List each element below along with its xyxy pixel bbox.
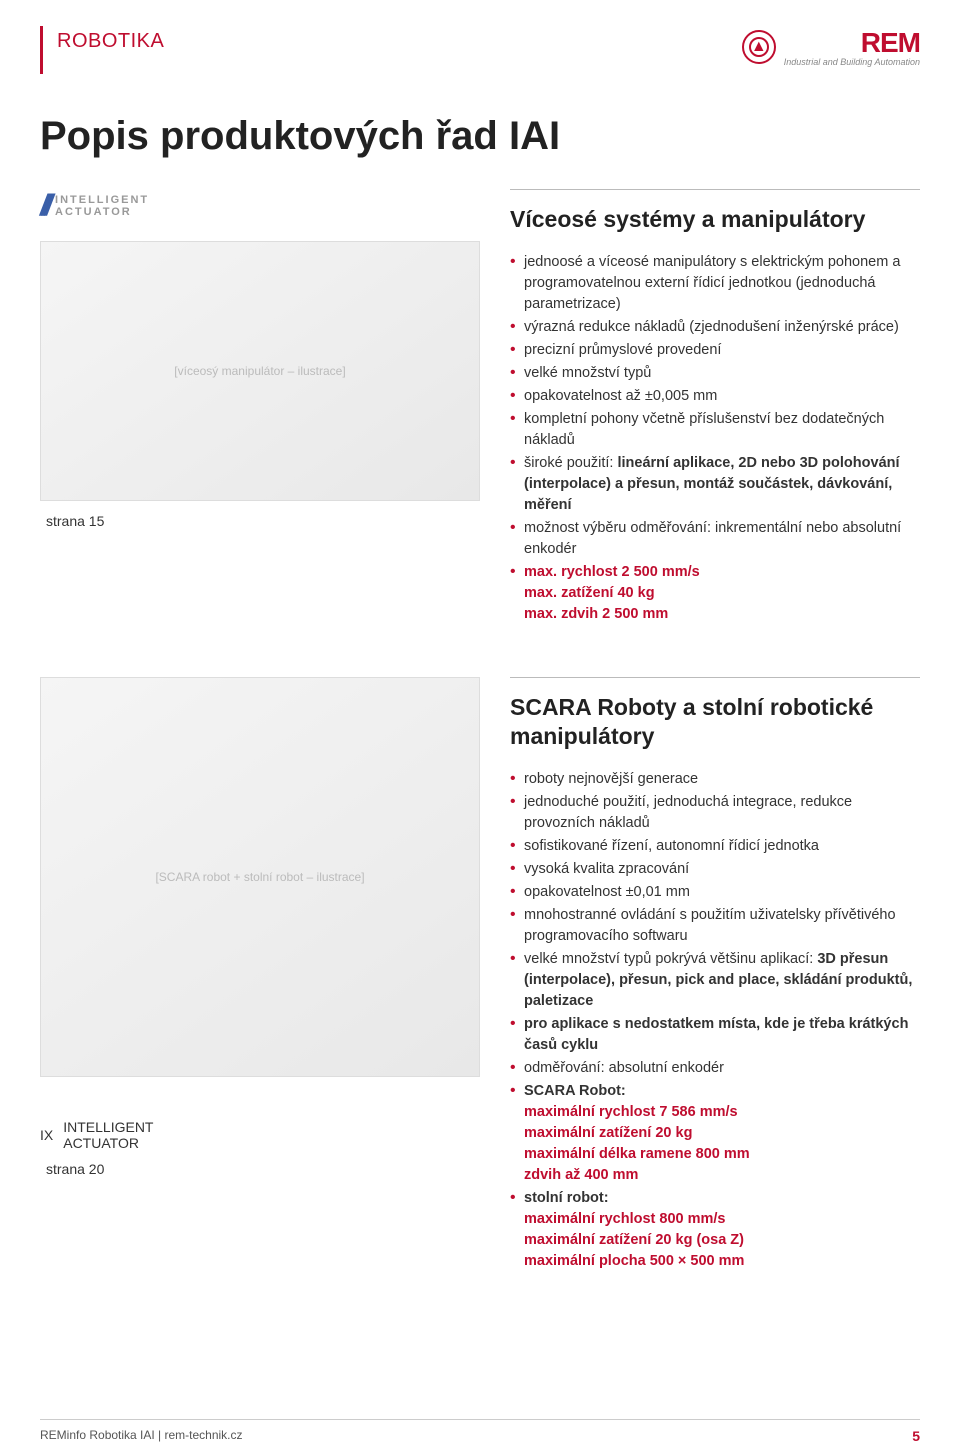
page-header: ROBOTIKA ▲ REM Industrial and Building A… xyxy=(40,30,920,74)
list-item: SCARA Robot:maximální rychlost 7 586 mm/… xyxy=(510,1081,920,1186)
header-left: ROBOTIKA xyxy=(40,30,164,74)
brand-logo-icon: ▲ xyxy=(742,30,776,64)
brand-line2-ix: ACTUATOR xyxy=(63,1135,153,1151)
product-image-scara: [SCARA robot + stolní robot – ilustrace] xyxy=(40,677,480,1077)
list-item-specs: max. rychlost 2 500 mm/smax. zatížení 40… xyxy=(510,562,920,625)
section2-heading: SCARA Roboty a stolní robotické manipulá… xyxy=(510,693,920,751)
list-item: možnost výběru odměřování: inkrementální… xyxy=(510,518,920,560)
list-item: roboty nejnovější generace xyxy=(510,769,920,790)
brand-name: REM xyxy=(861,30,920,55)
brand-line1-ix: INTELLIGENT xyxy=(63,1119,153,1135)
list-item: opakovatelnost ±0,01 mm xyxy=(510,882,920,903)
list-item: opakovatelnost až ±0,005 mm xyxy=(510,386,920,407)
page-number: 5 xyxy=(912,1428,920,1444)
list-item: stolní robot:maximální rychlost 800 mm/s… xyxy=(510,1188,920,1272)
section-multiaxis: /// INTELLIGENT ACTUATOR [víceosý manipu… xyxy=(40,189,920,627)
brand-tagline: Industrial and Building Automation xyxy=(784,57,920,67)
footer-left: REMinfo Robotika IAI | rem-technik.cz xyxy=(40,1428,243,1444)
list-item: precizní průmyslové provedení xyxy=(510,340,920,361)
list-item: jednoduché použití, jednoduchá integrace… xyxy=(510,792,920,834)
brand-line1: INTELLIGENT xyxy=(55,194,149,206)
list-item: odměřování: absolutní enkodér xyxy=(510,1058,920,1079)
list-item: vysoká kvalita zpracování xyxy=(510,859,920,880)
section-label: ROBOTIKA xyxy=(57,30,164,53)
section-scara: [SCARA robot + stolní robot – ilustrace]… xyxy=(40,677,920,1274)
logo-slashes-icon: /// xyxy=(40,189,47,223)
section1-feature-list: jednoosé a víceosé manipulátory s elektr… xyxy=(510,252,920,625)
header-right: ▲ REM Industrial and Building Automation xyxy=(742,30,920,67)
brand-line2: ACTUATOR xyxy=(55,206,149,218)
section2-feature-list: roboty nejnovější generacejednoduché pou… xyxy=(510,769,920,1272)
list-item: výrazná redukce nákladů (zjednodušení in… xyxy=(510,317,920,338)
intelligent-actuator-logo: /// INTELLIGENT ACTUATOR xyxy=(40,189,490,223)
ix-mark: IX xyxy=(40,1127,53,1143)
list-item: velké množství typů pokrývá většinu apli… xyxy=(510,949,920,1012)
product-image-multiaxis: [víceosý manipulátor – ilustrace] xyxy=(40,241,480,501)
list-item: sofistikované řízení, autonomní řídicí j… xyxy=(510,836,920,857)
section1-heading: Víceosé systémy a manipulátory xyxy=(510,205,920,234)
ix-logo: IX INTELLIGENT ACTUATOR xyxy=(40,1119,490,1151)
list-item: kompletní pohony včetně příslušenství be… xyxy=(510,409,920,451)
list-item: jednoosé a víceosé manipulátory s elektr… xyxy=(510,252,920,315)
page-ref-1: strana 15 xyxy=(46,513,490,529)
page-ref-2: strana 20 xyxy=(46,1161,490,1177)
list-item: široké použití: lineární aplikace, 2D ne… xyxy=(510,453,920,516)
header-accent-bar xyxy=(40,26,43,74)
list-item: pro aplikace s nedostatkem místa, kde je… xyxy=(510,1014,920,1056)
list-item: mnohostranné ovládání s použitím uživate… xyxy=(510,905,920,947)
page-title: Popis produktových řad IAI xyxy=(40,114,920,159)
list-item: velké množství typů xyxy=(510,363,920,384)
page-footer: REMinfo Robotika IAI | rem-technik.cz 5 xyxy=(40,1419,920,1444)
